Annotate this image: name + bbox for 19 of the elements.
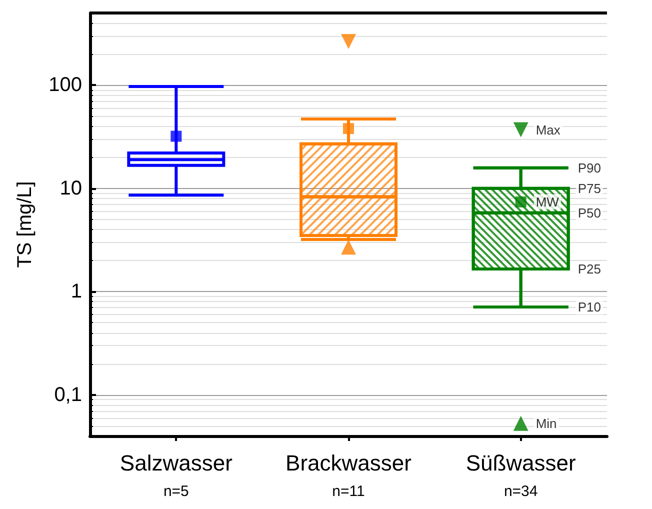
x-tick-label: Salzwasser [120, 450, 232, 476]
annotation: Max [536, 122, 561, 138]
annotation: MW [536, 194, 560, 210]
annotation: P25 [578, 261, 601, 276]
x-tick-label: Brackwasser [286, 450, 412, 476]
annotation: P50 [578, 205, 601, 220]
text: n=34 [504, 483, 538, 500]
y-axis-title: TS [mg/L] [14, 181, 36, 268]
annotation: P90 [578, 160, 601, 176]
x-tick-label: Süßwasser [466, 450, 576, 476]
text: n=5 [163, 483, 189, 500]
annotation: Min [536, 416, 557, 431]
y-tick-label: 100 [48, 74, 82, 96]
annotation: P10 [578, 300, 601, 315]
y-tick-label: 1 [70, 280, 82, 303]
y-tick-label: 10 [60, 177, 82, 200]
y-tick-label: 0,1 [54, 384, 82, 406]
annotation: P75 [578, 180, 601, 196]
text: n=11 [332, 483, 365, 500]
